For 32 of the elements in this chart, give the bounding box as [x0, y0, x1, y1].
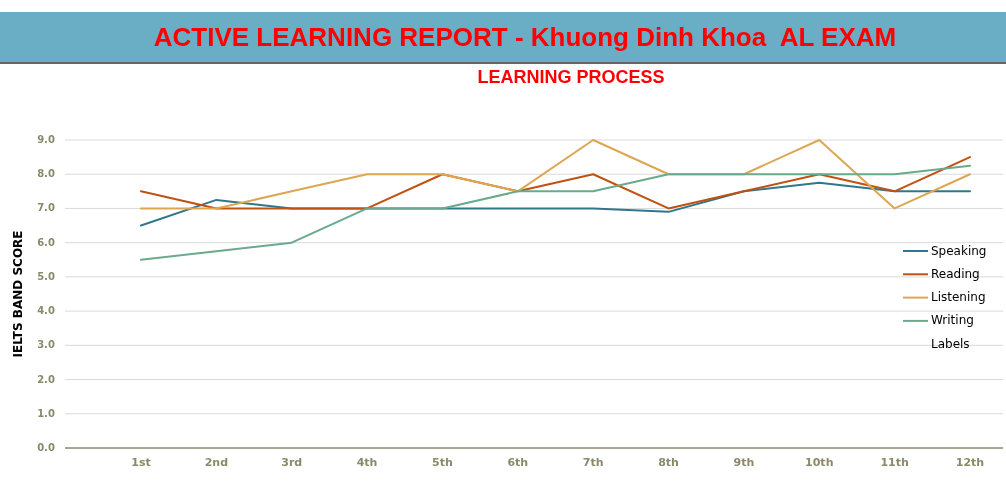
x-tick-label: 4th [356, 456, 378, 469]
legend-label: Speaking [931, 243, 987, 258]
legend-label: Listening [931, 290, 986, 305]
y-tick-label: 1.0 [37, 407, 55, 419]
x-tick-label: 1st [131, 456, 151, 469]
y-tick-label: 4.0 [37, 305, 55, 317]
x-tick-label: 3rd [281, 456, 303, 469]
x-tick-label: 11th [880, 456, 909, 469]
y-tick-label: 3.0 [37, 339, 55, 351]
y-tick-label: 7.0 [37, 202, 55, 214]
text: Labels [931, 336, 970, 351]
legend-label: Reading [931, 266, 980, 281]
y-tick-label: 2.0 [37, 373, 55, 385]
x-tick-label: 7th [582, 456, 604, 469]
x-tick-label: 10th [805, 456, 834, 469]
line-series [140, 156, 971, 210]
x-tick-label: 5th [432, 456, 453, 469]
y-tick-label: 0.0 [37, 442, 55, 453]
x-tick-label: 6th [507, 456, 529, 469]
y-tick-label: 6.0 [37, 236, 55, 248]
y-axis-title: IELTS BAND SCORE [10, 230, 25, 358]
x-tick-label: 9th [733, 456, 755, 469]
y-tick-label: 8.0 [37, 168, 55, 180]
x-tick-label: 2nd [204, 456, 229, 469]
x-tick-label: 8th [658, 456, 679, 469]
line-series [140, 139, 971, 210]
y-tick-label: 5.0 [37, 270, 55, 282]
chart-subtitle: LEARNING PROCESS [477, 66, 665, 87]
chart-title: ACTIVE LEARNING REPORT - Khuong Dinh Khoa AL EXAM [153, 21, 897, 52]
x-tick-label: 12th [955, 456, 985, 469]
legend-label: Writing [931, 313, 974, 328]
y-tick-label: 9.0 [37, 134, 55, 145]
